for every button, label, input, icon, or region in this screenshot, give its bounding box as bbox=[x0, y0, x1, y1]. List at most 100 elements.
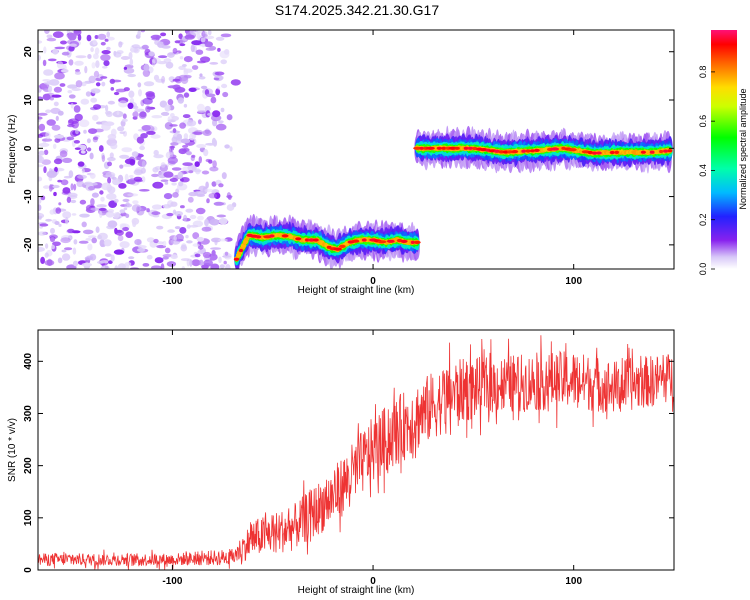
noise-blob bbox=[85, 91, 91, 97]
noise-blob bbox=[198, 156, 202, 164]
noise-blob bbox=[104, 110, 112, 115]
noise-blob bbox=[82, 229, 94, 235]
noise-blob bbox=[38, 150, 45, 156]
noise-blob bbox=[167, 156, 178, 164]
noise-blob bbox=[172, 133, 182, 140]
noise-blob bbox=[38, 96, 44, 101]
noise-blob bbox=[129, 58, 134, 66]
noise-blob bbox=[181, 243, 187, 250]
x-tick-label: 100 bbox=[565, 276, 582, 287]
noise-blob bbox=[50, 107, 61, 114]
noise-blob bbox=[81, 221, 87, 228]
noise-blob bbox=[205, 93, 216, 98]
noise-blob bbox=[194, 161, 200, 168]
noise-blob bbox=[101, 123, 111, 131]
noise-blob bbox=[160, 111, 170, 116]
noise-blob bbox=[62, 157, 73, 163]
noise-blob bbox=[111, 79, 122, 83]
noise-blob bbox=[151, 57, 161, 64]
noise-blob bbox=[95, 226, 100, 233]
noise-blob bbox=[50, 237, 55, 243]
noise-blob bbox=[191, 40, 202, 46]
track-peak bbox=[426, 146, 435, 150]
noise-blob bbox=[180, 205, 185, 209]
noise-blob bbox=[46, 170, 58, 178]
noise-blob bbox=[184, 34, 195, 40]
noise-blob bbox=[68, 94, 76, 99]
noise-blob bbox=[172, 192, 179, 198]
snr-x-ticks: -100 0 100 bbox=[162, 330, 582, 587]
track-peak bbox=[377, 240, 387, 244]
noise-blob bbox=[51, 124, 61, 131]
noise-blob bbox=[171, 182, 177, 186]
noise-blob bbox=[96, 121, 103, 125]
noise-blob bbox=[128, 52, 133, 60]
track-peak bbox=[568, 148, 577, 152]
noise-blob bbox=[67, 192, 78, 198]
noise-blob bbox=[70, 199, 77, 204]
noise-blob bbox=[51, 94, 62, 98]
y-tick-label: 400 bbox=[23, 353, 34, 370]
noise-blob bbox=[164, 104, 171, 112]
noise-blob bbox=[91, 237, 97, 244]
noise-blob bbox=[132, 200, 139, 205]
track-peak bbox=[640, 150, 647, 154]
noise-blob bbox=[157, 55, 168, 59]
y-tick-label: 200 bbox=[23, 457, 34, 474]
noise-blob bbox=[212, 160, 217, 168]
noise-blob bbox=[123, 207, 128, 211]
track-peak bbox=[413, 146, 422, 150]
noise-blob bbox=[53, 191, 57, 197]
noise-blob bbox=[196, 236, 205, 242]
noise-blob bbox=[115, 88, 127, 93]
noise-blob bbox=[70, 102, 74, 109]
track-peak bbox=[361, 238, 367, 242]
y-tick-label: 20 bbox=[23, 46, 34, 58]
noise-blob bbox=[107, 100, 115, 105]
noise-blob bbox=[198, 259, 204, 266]
noise-blob bbox=[101, 154, 106, 163]
noise-blob bbox=[101, 81, 106, 87]
noise-blob bbox=[195, 49, 204, 55]
colorbar-ticks: 0.0 0.2 0.4 0.6 0.8 bbox=[698, 66, 715, 275]
y-tick-label: -10 bbox=[23, 189, 34, 204]
noise-blob bbox=[125, 213, 130, 218]
noise-blob bbox=[148, 51, 155, 57]
noise-blob bbox=[94, 47, 100, 55]
noise-blob bbox=[99, 210, 103, 218]
noise-blob bbox=[224, 251, 229, 256]
noise-blob bbox=[107, 157, 116, 162]
noise-blob bbox=[167, 116, 171, 123]
noise-blob bbox=[136, 136, 145, 144]
noise-blob bbox=[196, 60, 206, 64]
noise-blob bbox=[193, 169, 202, 173]
noise-blob bbox=[87, 54, 92, 59]
noise-blob bbox=[172, 128, 177, 134]
noise-blob bbox=[52, 143, 57, 149]
noise-blob bbox=[204, 105, 211, 112]
noise-blob bbox=[139, 145, 146, 151]
noise-blob bbox=[174, 86, 186, 93]
noise-blob bbox=[195, 207, 206, 215]
noise-blob bbox=[46, 119, 56, 126]
noise-blob bbox=[45, 131, 51, 140]
noise-blob bbox=[61, 51, 70, 56]
track-peak bbox=[233, 257, 240, 261]
noise-blob bbox=[93, 136, 99, 140]
noise-blob bbox=[39, 223, 49, 227]
noise-blob bbox=[131, 204, 142, 212]
noise-blob bbox=[153, 74, 160, 81]
noise-blob bbox=[209, 62, 219, 65]
track-peak bbox=[534, 148, 540, 152]
noise-blob bbox=[60, 179, 69, 186]
track-peak bbox=[269, 234, 275, 238]
noise-blob bbox=[49, 209, 55, 215]
noise-blob bbox=[75, 129, 79, 135]
noise-blob bbox=[46, 258, 53, 266]
noise-blob bbox=[100, 265, 110, 269]
noise-blob bbox=[85, 237, 92, 241]
noise-blob bbox=[178, 181, 184, 187]
noise-blob bbox=[45, 109, 52, 114]
noise-blob bbox=[67, 90, 73, 94]
